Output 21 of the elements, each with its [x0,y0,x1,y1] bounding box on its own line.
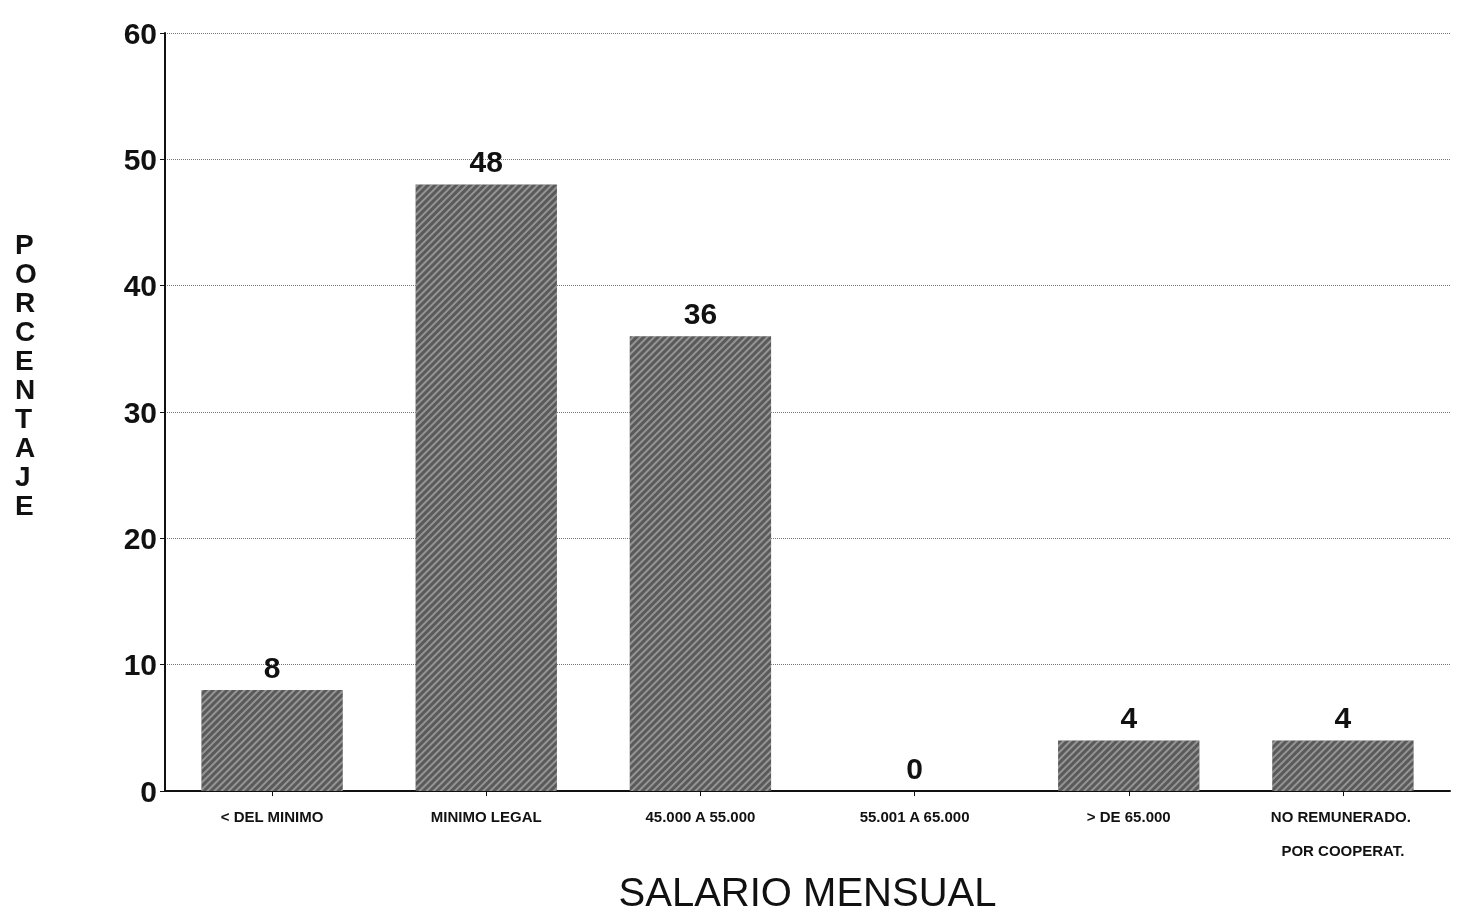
y-tick-label: 20 [123,521,157,555]
x-tick-label: 45.000 A 55.000 [645,807,756,825]
data-label: 8 [263,650,281,684]
y-tick-label: 40 [123,269,157,303]
data-label: 36 [683,296,718,330]
x-tick-label: < DEL MINIMO [220,807,324,825]
y-tick-label: 50 [123,142,157,176]
y-tick-label: 30 [123,395,157,429]
data-label: 4 [1334,701,1352,735]
x-tick-label: > DE 65.000 [1086,807,1171,825]
data-label: 4 [1120,701,1138,735]
x-tick-label: 55.001 A 65.000 [859,807,970,825]
y-tick-label: 0 [140,774,157,808]
text: PORCENTAJE [15,229,37,521]
y-tick-label: 10 [123,648,157,682]
data-label: 48 [469,145,503,179]
data-label: 0 [906,751,923,785]
x-tick-label: MINIMO LEGAL [430,807,542,825]
y-tick-label: 60 [123,16,157,50]
x-tick-label: NO REMUNERADO. POR COOPERAT. [1270,807,1415,859]
x-axis-title: SALARIO MENSUAL [618,870,997,914]
